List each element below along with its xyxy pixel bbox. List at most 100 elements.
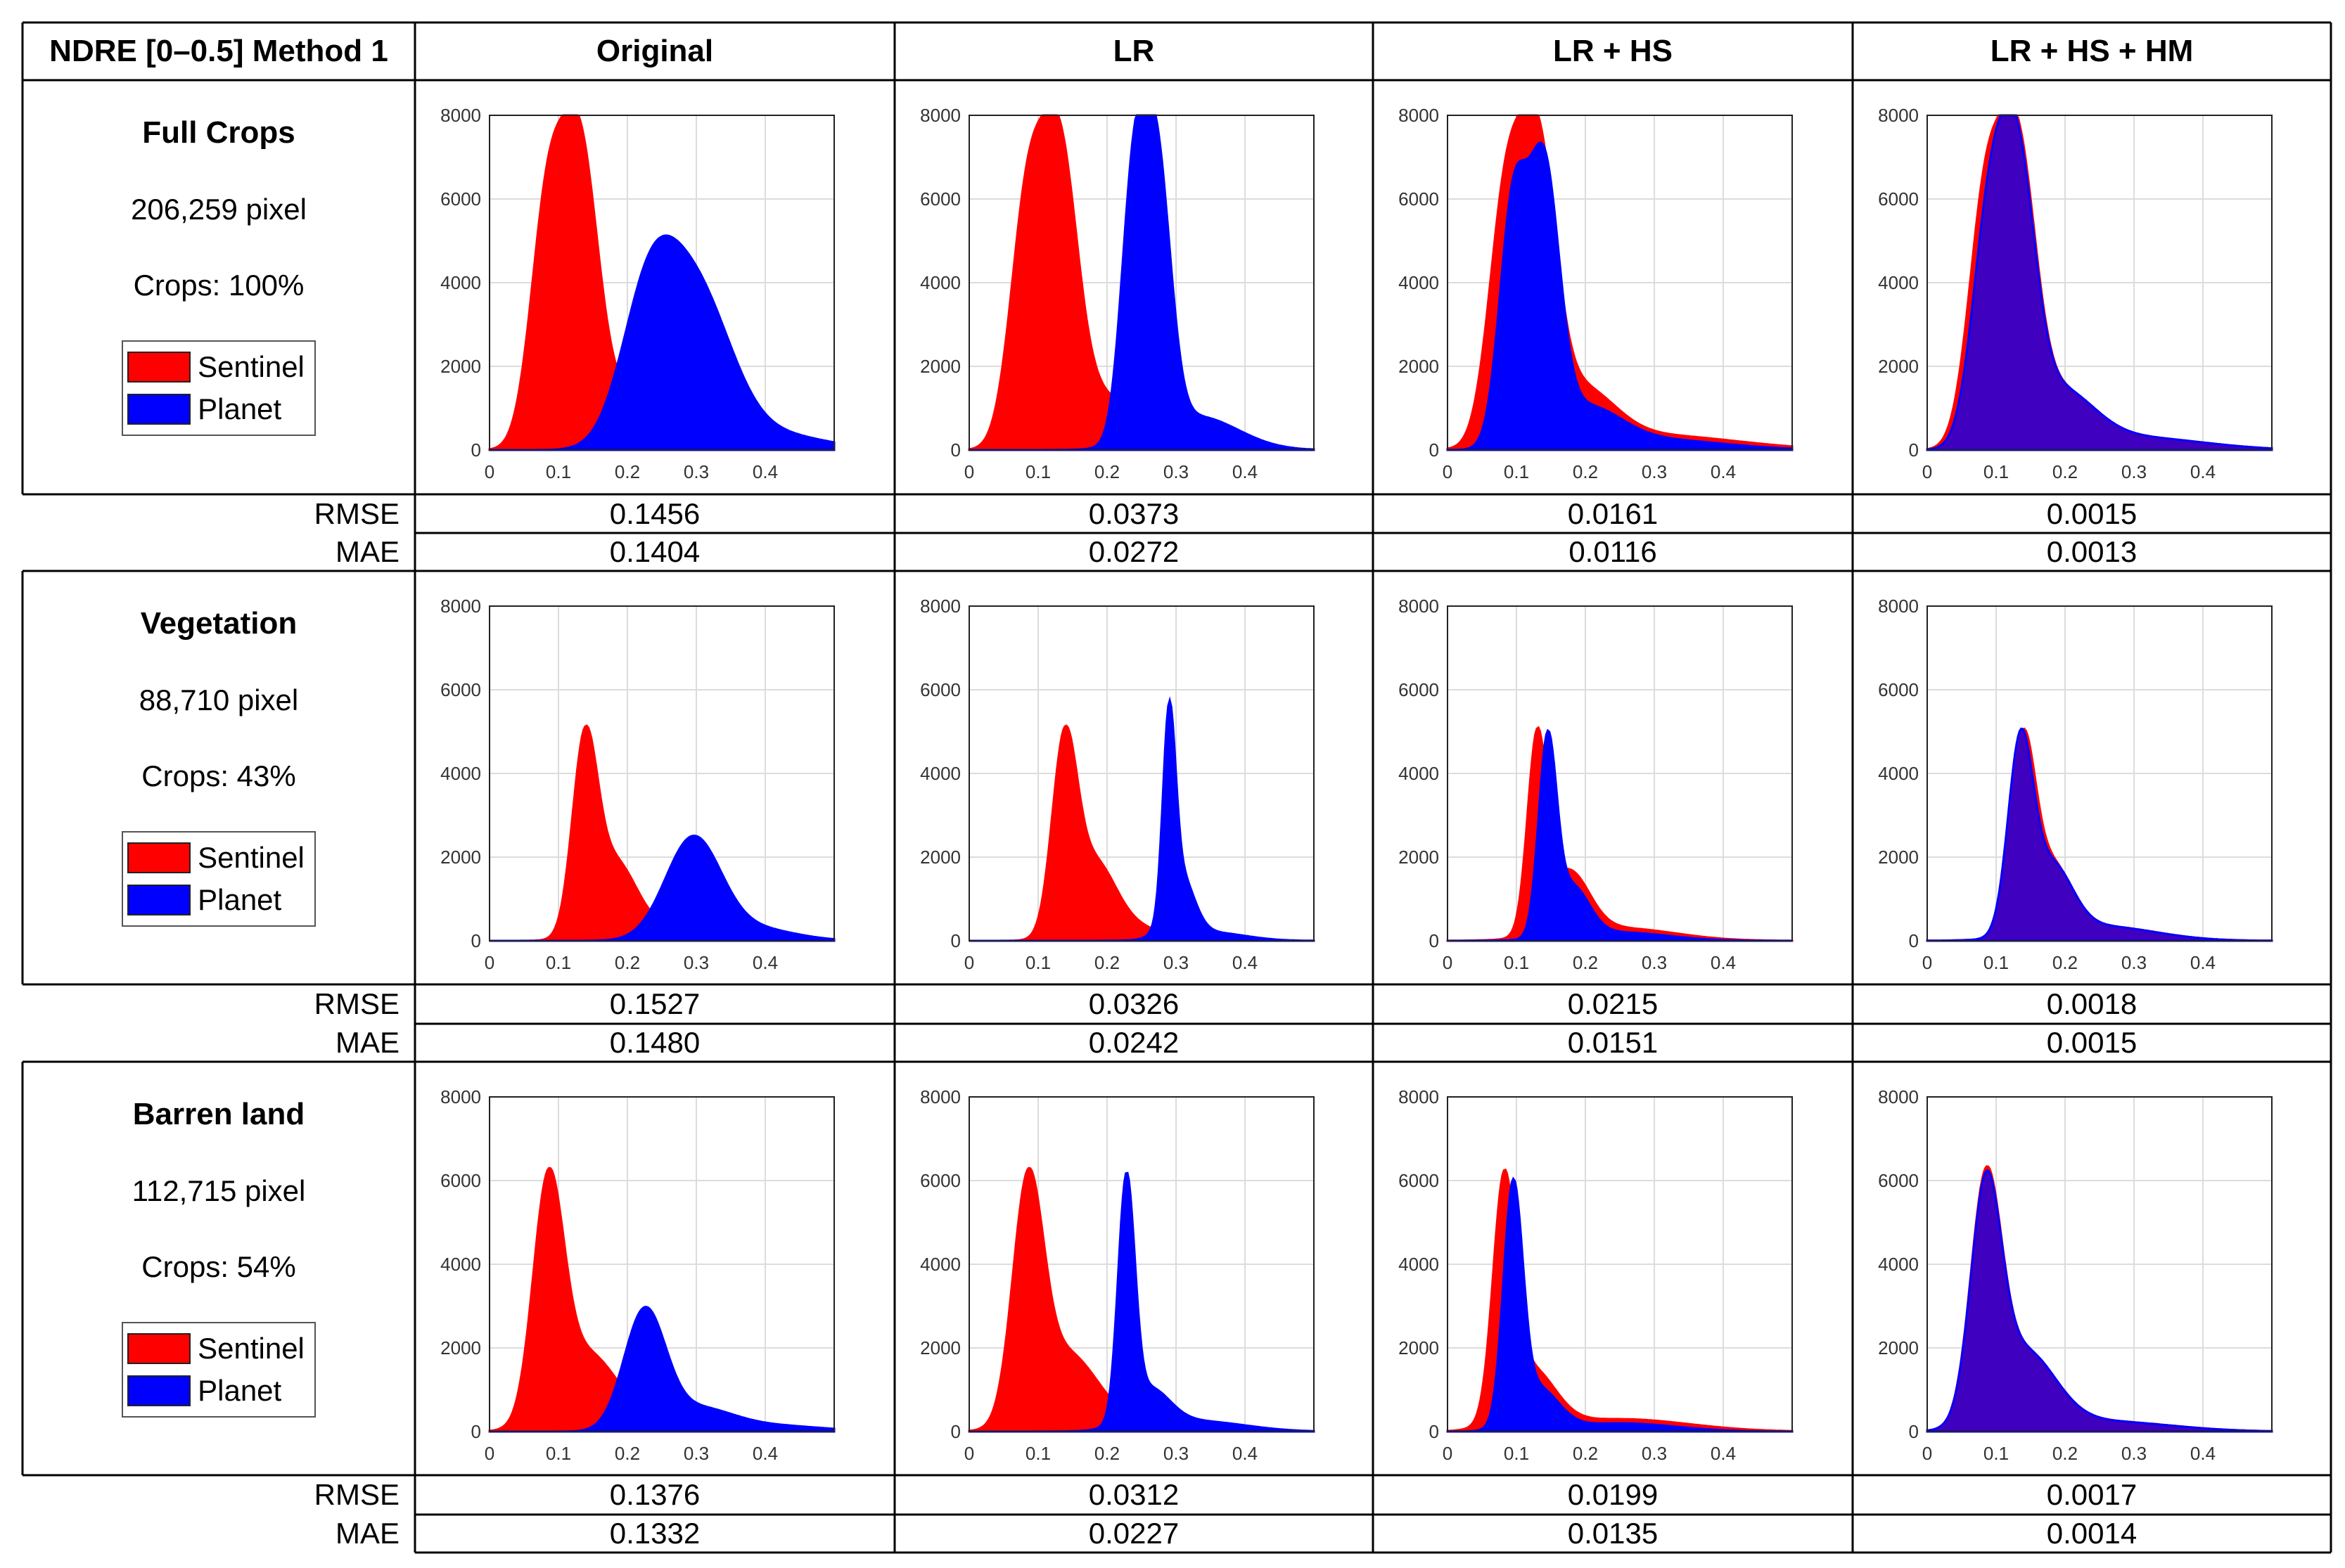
mae-value: 0.0151 bbox=[1567, 1026, 1659, 1059]
rmse-value: 0.0326 bbox=[1088, 987, 1180, 1020]
legend-swatch bbox=[127, 1333, 191, 1364]
y-tick-label: 8000 bbox=[1398, 1086, 1439, 1107]
planet-histogram bbox=[1926, 114, 2273, 451]
x-tick-label: 0.2 bbox=[2052, 1443, 2078, 1464]
row-label-block: Barren land 112,715 pixel Crops: 54% Sentin… bbox=[23, 1062, 415, 1475]
y-tick-label: 2000 bbox=[1398, 847, 1439, 868]
y-tick-label: 0 bbox=[1909, 930, 1919, 951]
y-tick-label: 4000 bbox=[1398, 272, 1439, 293]
x-tick-label: 0.4 bbox=[1232, 461, 1258, 482]
x-tick-label: 0 bbox=[1443, 1443, 1452, 1464]
plot-frame bbox=[1927, 1096, 2273, 1432]
legend-swatch bbox=[127, 842, 191, 873]
legend: Sentinel Planet bbox=[122, 340, 316, 436]
y-tick-label: 0 bbox=[951, 439, 961, 461]
y-tick-label: 4000 bbox=[920, 272, 961, 293]
x-tick-label: 0.4 bbox=[1232, 952, 1258, 973]
x-tick-label: 0.2 bbox=[1094, 461, 1120, 482]
x-tick-label: 0.1 bbox=[1983, 1443, 2009, 1464]
planet-histogram bbox=[1446, 1176, 1794, 1433]
mae-value: 0.0014 bbox=[2046, 1517, 2138, 1550]
row-pixel-count: 88,710 pixel bbox=[139, 683, 299, 716]
column-header-2: LR + HS bbox=[1553, 34, 1673, 68]
y-tick-label: 6000 bbox=[1878, 1170, 1919, 1191]
rmse-value: 0.0373 bbox=[1088, 496, 1180, 530]
x-tick-label: 0.3 bbox=[2121, 461, 2147, 482]
y-tick-label: 2000 bbox=[920, 356, 961, 377]
x-tick-label: 0.2 bbox=[1573, 1443, 1598, 1464]
histogram-panel: 0 0.1 0.2 0.3 0.4 0 2000 4000 6000 8000 bbox=[1398, 596, 1794, 973]
x-tick-label: 0.2 bbox=[1573, 461, 1598, 482]
mae-value: 0.0015 bbox=[2046, 1026, 2138, 1059]
x-tick-label: 0 bbox=[1922, 1443, 1932, 1464]
y-tick-label: 8000 bbox=[920, 105, 961, 126]
rmse-label: RMSE bbox=[314, 496, 400, 530]
x-tick-label: 0.1 bbox=[1504, 461, 1529, 482]
y-tick-label: 6000 bbox=[1398, 1170, 1439, 1191]
mae-value: 0.1404 bbox=[609, 535, 701, 568]
y-tick-label: 8000 bbox=[1398, 596, 1439, 617]
rmse-value: 0.1527 bbox=[609, 987, 701, 1020]
x-tick-label: 0.3 bbox=[1163, 1443, 1189, 1464]
legend-label: Planet bbox=[198, 392, 282, 425]
row-label-block: Vegetation 88,710 pixel Crops: 43% Sentinel… bbox=[23, 571, 415, 984]
x-tick-label: 0.3 bbox=[2121, 952, 2147, 973]
x-tick-label: 0 bbox=[485, 952, 494, 973]
planet-histogram bbox=[490, 835, 836, 942]
y-tick-label: 6000 bbox=[1878, 679, 1919, 700]
legend-label: Sentinel bbox=[198, 350, 305, 383]
legend-swatch bbox=[127, 352, 191, 383]
x-tick-label: 0.2 bbox=[1094, 952, 1120, 973]
y-tick-label: 8000 bbox=[1878, 1086, 1919, 1107]
y-tick-label: 2000 bbox=[440, 356, 481, 377]
planet-histogram bbox=[969, 696, 1315, 942]
y-tick-label: 0 bbox=[1909, 1421, 1919, 1442]
plot-frame bbox=[1447, 1096, 1793, 1432]
x-tick-label: 0.1 bbox=[546, 461, 571, 482]
mae-value: 0.1332 bbox=[609, 1517, 701, 1550]
plot-frame bbox=[489, 1096, 835, 1432]
plot-frame bbox=[969, 605, 1315, 942]
y-tick-label: 4000 bbox=[1398, 1254, 1439, 1275]
histogram-panel: 0 0.1 0.2 0.3 0.4 0 2000 4000 6000 8000 bbox=[440, 1086, 836, 1464]
y-tick-label: 6000 bbox=[440, 1170, 481, 1191]
x-tick-label: 0.4 bbox=[2190, 952, 2216, 973]
y-tick-label: 4000 bbox=[920, 1254, 961, 1275]
rmse-value: 0.0018 bbox=[2046, 987, 2138, 1020]
x-tick-label: 0 bbox=[1443, 461, 1452, 482]
x-tick-label: 0.3 bbox=[1642, 1443, 1667, 1464]
x-tick-label: 0.4 bbox=[2190, 461, 2216, 482]
y-tick-label: 0 bbox=[471, 439, 481, 461]
mae-value: 0.0227 bbox=[1088, 1517, 1180, 1550]
y-tick-label: 6000 bbox=[440, 188, 481, 210]
plot-frame bbox=[1927, 605, 2273, 942]
plot-frame bbox=[1447, 605, 1793, 942]
histogram-panel: 0 0.1 0.2 0.3 0.4 0 2000 4000 6000 8000 bbox=[920, 105, 1315, 482]
y-tick-label: 8000 bbox=[920, 1086, 961, 1107]
x-tick-label: 0.4 bbox=[2190, 1443, 2216, 1464]
sentinel-histogram bbox=[1926, 727, 2273, 942]
y-tick-label: 8000 bbox=[1878, 596, 1919, 617]
x-tick-label: 0.4 bbox=[1711, 952, 1736, 973]
y-tick-label: 0 bbox=[951, 1421, 961, 1442]
y-tick-label: 8000 bbox=[1878, 105, 1919, 126]
x-tick-label: 0.2 bbox=[2052, 952, 2078, 973]
x-tick-label: 0.3 bbox=[684, 952, 709, 973]
y-tick-label: 4000 bbox=[1398, 763, 1439, 784]
y-tick-label: 2000 bbox=[1398, 1337, 1439, 1358]
row-crops-percent: Crops: 43% bbox=[141, 759, 296, 792]
histogram-panel: 0 0.1 0.2 0.3 0.4 0 2000 4000 6000 8000 bbox=[1878, 596, 2273, 973]
mae-value: 0.0242 bbox=[1088, 1026, 1180, 1059]
x-tick-label: 0.3 bbox=[684, 461, 709, 482]
x-tick-label: 0.2 bbox=[615, 1443, 640, 1464]
x-tick-label: 0.1 bbox=[1025, 461, 1051, 482]
legend-item: Sentinel bbox=[127, 837, 305, 879]
y-tick-label: 4000 bbox=[1878, 272, 1919, 293]
y-tick-label: 0 bbox=[471, 930, 481, 951]
histogram-panel: 0 0.1 0.2 0.3 0.4 0 2000 4000 6000 8000 bbox=[920, 1086, 1315, 1464]
y-tick-label: 2000 bbox=[920, 1337, 961, 1358]
y-tick-label: 4000 bbox=[440, 763, 481, 784]
plot-frame bbox=[1927, 115, 2273, 451]
row-pixel-count: 112,715 pixel bbox=[132, 1174, 306, 1207]
